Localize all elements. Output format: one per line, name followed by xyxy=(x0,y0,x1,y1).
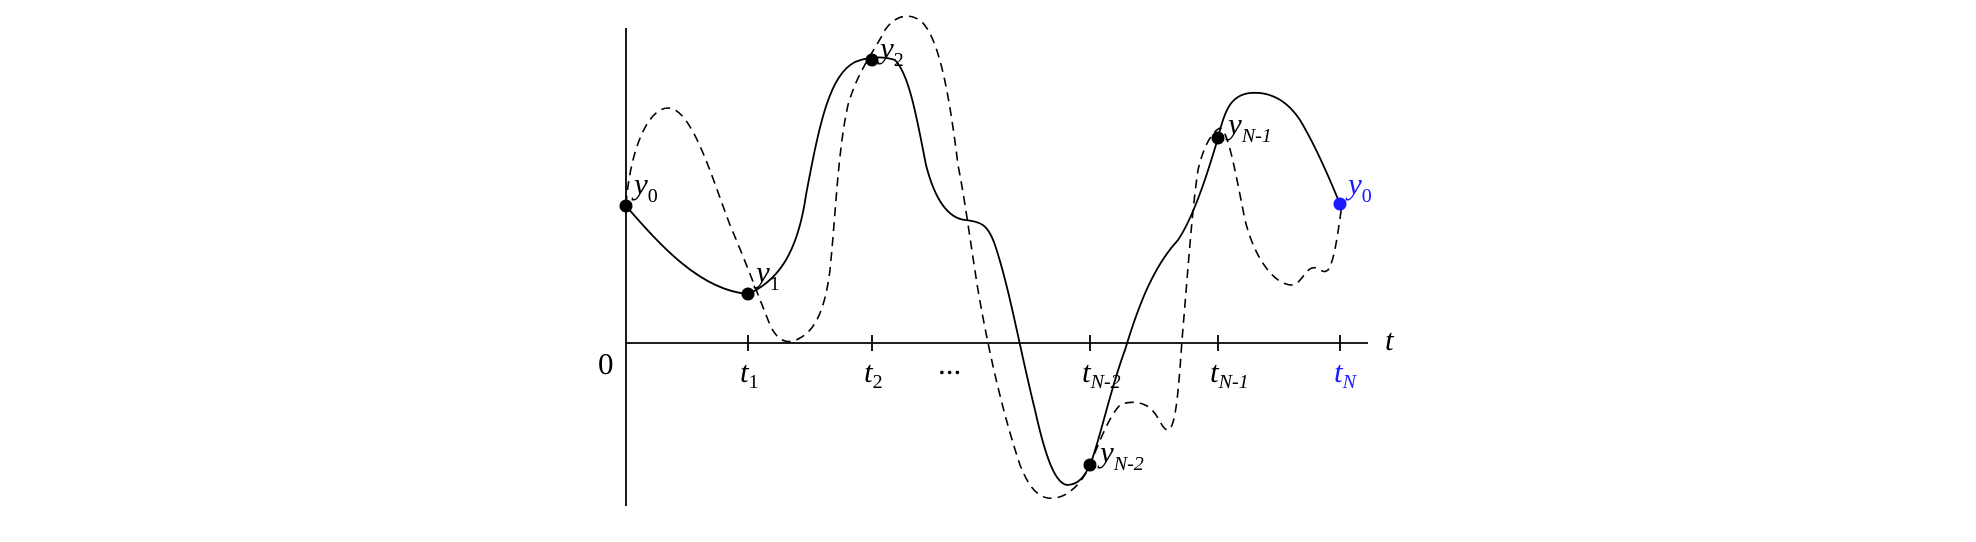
point-y1 xyxy=(741,287,755,301)
point-yN-2 xyxy=(1083,458,1097,472)
point-label-y1: y1 xyxy=(753,254,780,295)
point-label-y0-end: y0 xyxy=(1345,166,1372,207)
origin-label: 0 xyxy=(598,346,614,381)
point-label-y2: y2 xyxy=(877,30,904,71)
tick-label-tN-2: tN-2 xyxy=(1082,354,1121,393)
point-y0 xyxy=(619,199,633,213)
tick-label-tN: tN xyxy=(1334,354,1358,393)
tick-label-t2: t2 xyxy=(864,354,883,393)
point-label-yN-2: yN-2 xyxy=(1097,434,1144,475)
tick-label-t1: t1 xyxy=(740,354,759,393)
axis-label: t xyxy=(1385,322,1395,357)
point-label-yN-1: yN-1 xyxy=(1225,106,1272,147)
point-yN-1 xyxy=(1211,131,1225,145)
ellipsis-label: ... xyxy=(938,346,961,381)
dashed-curve xyxy=(625,15,1343,499)
point-label-y0: y0 xyxy=(631,166,658,207)
tick-label-tN-1: tN-1 xyxy=(1210,354,1249,393)
point-y2 xyxy=(865,53,879,67)
point-y0-end xyxy=(1333,197,1347,211)
